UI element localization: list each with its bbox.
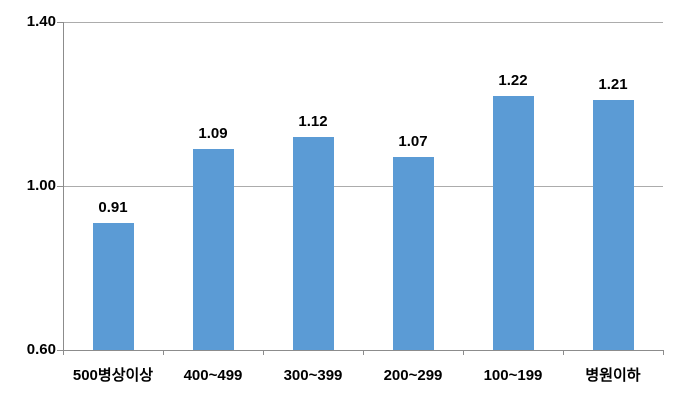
- bar: [593, 100, 634, 350]
- bar: [93, 223, 134, 350]
- bar: [193, 149, 234, 350]
- y-axis-tick: [57, 22, 63, 23]
- y-axis-tick-label: 1.00: [26, 177, 56, 194]
- bar-value-label: 0.91: [98, 199, 128, 216]
- y-axis-tick-label: 0.60: [26, 341, 56, 358]
- x-axis-category-label: 200~299: [383, 367, 443, 384]
- y-axis-tick: [57, 186, 63, 187]
- bar-value-label: 1.12: [298, 113, 328, 130]
- gridline: [63, 22, 663, 23]
- x-axis-tick: [563, 350, 564, 355]
- gridline: [63, 186, 663, 187]
- x-axis-category-label: 100~199: [483, 367, 543, 384]
- bar-value-label: 1.09: [198, 125, 228, 142]
- bar-value-label: 1.22: [498, 72, 528, 89]
- x-axis-category-label: 300~399: [283, 367, 343, 384]
- x-axis-category-label: 병원이하: [585, 367, 641, 384]
- x-axis-tick: [663, 350, 664, 355]
- x-axis-tick: [263, 350, 264, 355]
- x-axis-category-label: 500병상이상: [72, 367, 154, 384]
- y-axis-tick: [57, 350, 63, 351]
- y-axis-line: [63, 22, 64, 355]
- y-axis-tick-label: 1.40: [26, 13, 56, 30]
- x-axis-tick: [463, 350, 464, 355]
- bar: [393, 157, 434, 350]
- x-axis-tick: [163, 350, 164, 355]
- bar: [293, 137, 334, 350]
- x-axis-category-label: 400~499: [183, 367, 243, 384]
- bar-value-label: 1.21: [598, 76, 628, 93]
- bar: [493, 96, 534, 350]
- x-axis-tick: [363, 350, 364, 355]
- bar-value-label: 1.07: [398, 133, 428, 150]
